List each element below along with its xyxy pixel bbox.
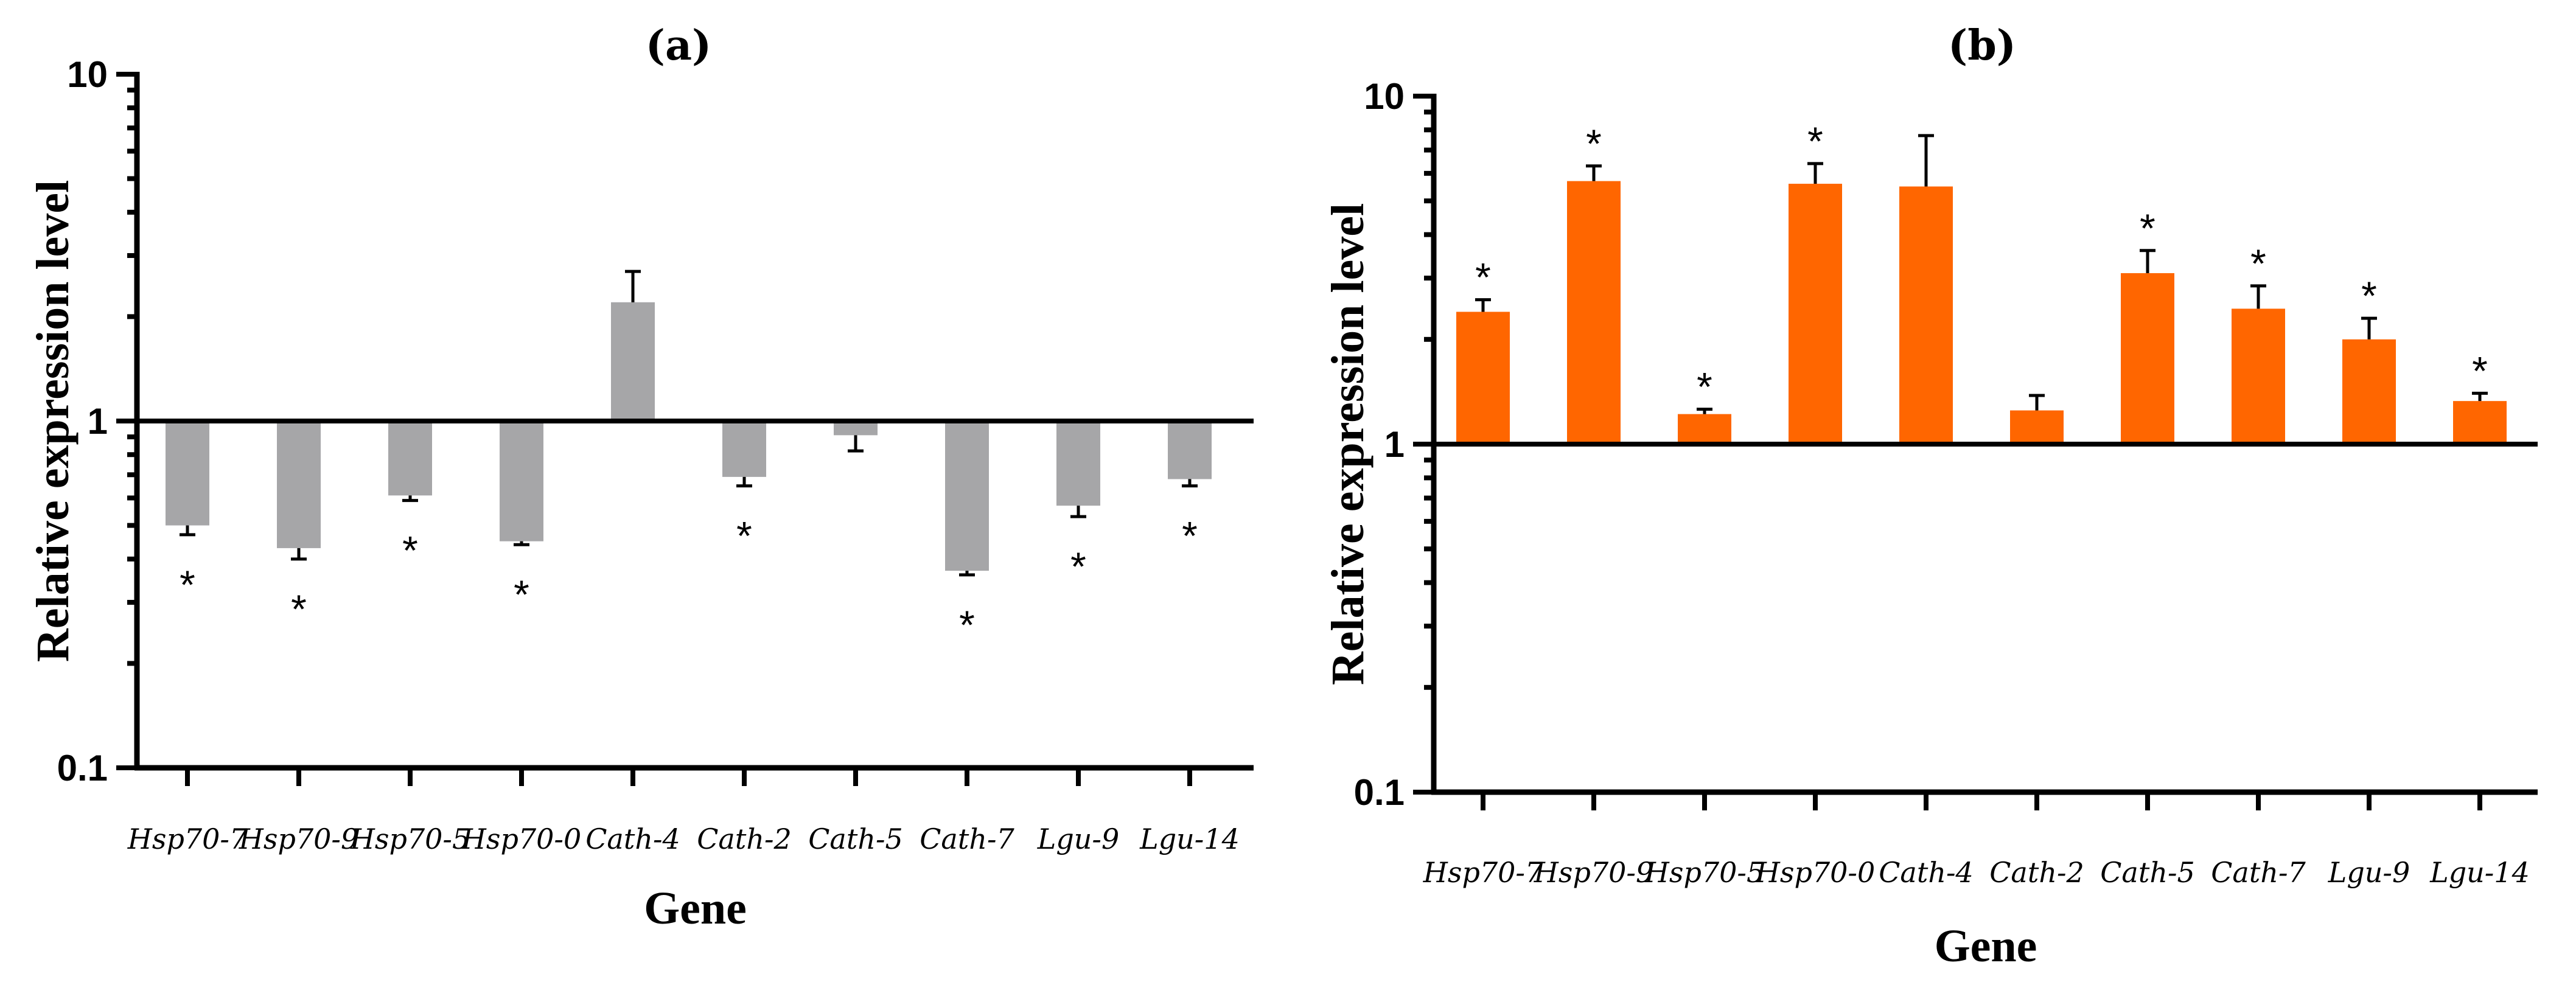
bar-cath-7 bbox=[2232, 308, 2285, 444]
bar-hsp70-9 bbox=[277, 421, 321, 548]
bar-hsp70-5 bbox=[1678, 414, 1731, 444]
bar-hsp70-0 bbox=[500, 421, 543, 541]
bar-cath-4 bbox=[1899, 186, 1953, 444]
x-axis-label: Gene bbox=[644, 883, 747, 934]
x-tick-label: Lgu-9 bbox=[2328, 856, 2410, 889]
significance-star: * bbox=[402, 528, 418, 573]
bar-hsp70-7 bbox=[166, 421, 209, 526]
significance-star: * bbox=[1182, 513, 1198, 559]
bar-hsp70-7 bbox=[1456, 312, 1510, 444]
bar-lgu-14 bbox=[2453, 401, 2507, 444]
panel-title: (a) bbox=[646, 21, 711, 70]
bar-cath-7 bbox=[945, 421, 989, 571]
x-tick-label: Cath-5 bbox=[2100, 856, 2195, 889]
x-tick-label: Lgu-9 bbox=[1037, 823, 1119, 855]
bar-cath-2 bbox=[722, 421, 766, 477]
x-tick-label: Hsp70-0 bbox=[1755, 856, 1876, 889]
bar-lgu-9 bbox=[2342, 339, 2396, 444]
x-tick-label: Cath-4 bbox=[585, 823, 680, 855]
x-tick-label: Cath-2 bbox=[697, 823, 792, 855]
x-tick-label: Lgu-14 bbox=[1139, 823, 1240, 855]
y-tick-label: 10 bbox=[67, 54, 108, 95]
x-tick-label: Hsp70-7 bbox=[127, 823, 248, 855]
x-tick-label: Hsp70-5 bbox=[1644, 856, 1765, 889]
significance-star: * bbox=[2250, 241, 2266, 286]
x-tick-label: Cath-4 bbox=[1879, 856, 1974, 889]
y-tick-label: 0.1 bbox=[1354, 772, 1405, 813]
x-tick-label: Hsp70-9 bbox=[239, 823, 359, 855]
significance-star: * bbox=[1697, 364, 1712, 409]
significance-star: * bbox=[1475, 255, 1491, 300]
bar-lgu-14 bbox=[1168, 421, 1212, 479]
bar-cath-5 bbox=[2121, 273, 2174, 444]
significance-star: * bbox=[2472, 348, 2488, 393]
y-tick-label: 1 bbox=[1384, 424, 1405, 465]
bar-lgu-9 bbox=[1056, 421, 1100, 506]
y-tick-label: 0.1 bbox=[57, 748, 108, 788]
x-tick-label: Cath-2 bbox=[1989, 856, 2084, 889]
significance-star: * bbox=[514, 572, 529, 617]
x-axis-label: Gene bbox=[1935, 921, 2037, 972]
chart-panel-b: (b) 0.1 1 10 Relative expression level * Hsp70… bbox=[1322, 21, 2538, 972]
bar-cath-5 bbox=[834, 421, 878, 436]
chart-panel-a: (a) 0.1 1 10 Relative expression level * Hsp70… bbox=[27, 21, 1254, 934]
y-axis-label: Relative expression level bbox=[27, 180, 79, 662]
significance-star: * bbox=[1070, 544, 1086, 589]
x-tick-label: Hsp70-9 bbox=[1534, 856, 1654, 889]
significance-star: * bbox=[1586, 121, 1602, 166]
significance-star: * bbox=[736, 513, 752, 559]
bar-cath-2 bbox=[2010, 410, 2064, 444]
y-axis-label: Relative expression level bbox=[1322, 203, 1374, 685]
x-tick-label: Hsp70-5 bbox=[350, 823, 470, 855]
x-tick-label: Hsp70-7 bbox=[1423, 856, 1543, 889]
significance-star: * bbox=[959, 602, 975, 647]
y-tick-label: 10 bbox=[1364, 76, 1405, 117]
x-tick-label: Hsp70-0 bbox=[461, 823, 582, 855]
x-tick-label: Cath-7 bbox=[2211, 856, 2306, 889]
bar-hsp70-0 bbox=[1789, 184, 1842, 444]
panel-title: (b) bbox=[1948, 21, 2016, 70]
bar-cath-4 bbox=[611, 302, 655, 421]
significance-star: * bbox=[291, 587, 307, 632]
x-tick-label: Cath-5 bbox=[808, 823, 903, 855]
significance-star: * bbox=[180, 562, 195, 607]
significance-star: * bbox=[2361, 273, 2377, 318]
x-tick-label: Lgu-14 bbox=[2429, 856, 2530, 889]
bar-hsp70-9 bbox=[1567, 181, 1621, 444]
significance-star: * bbox=[2140, 206, 2155, 251]
x-tick-label: Cath-7 bbox=[920, 823, 1014, 855]
significance-star: * bbox=[1807, 119, 1823, 164]
y-tick-label: 1 bbox=[88, 401, 108, 442]
bar-hsp70-5 bbox=[388, 421, 432, 496]
